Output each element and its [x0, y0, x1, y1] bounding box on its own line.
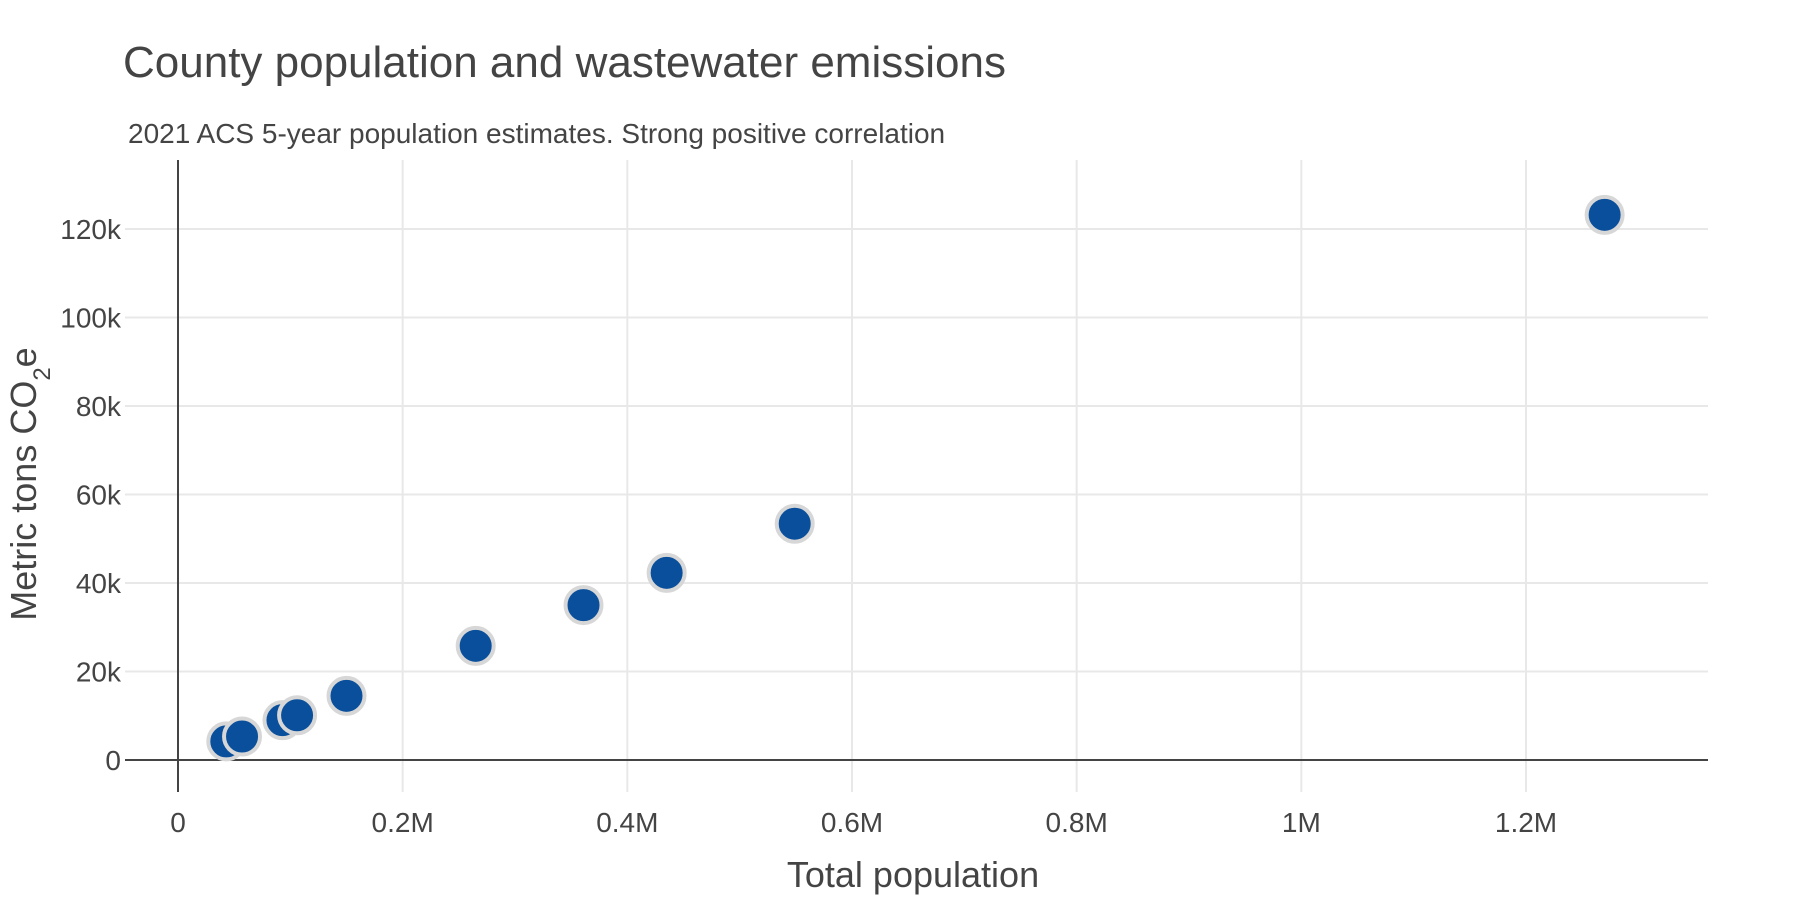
- y-axis-title: Metric tons CO2e: [3, 347, 56, 620]
- x-tick-label: 0.2M: [372, 807, 434, 838]
- y-tick-label: 60k: [76, 480, 122, 511]
- y-tick-label: 80k: [76, 391, 122, 422]
- y-axis-title-subscript: 2: [29, 367, 56, 380]
- x-tick-label: 1.2M: [1495, 807, 1557, 838]
- scatter-point: [774, 503, 815, 544]
- scatter-point: [222, 716, 263, 757]
- x-axis-title: Total population: [787, 854, 1039, 895]
- scatter-point: [326, 675, 367, 716]
- y-tick-label: 100k: [60, 303, 122, 334]
- tick-labels: 0 0.2M 0.4M 0.6M 0.8M 1M 1.2M 0 20k 40k 60k 80k 100k…: [60, 214, 1557, 838]
- y-axis-title-tail: e: [3, 347, 44, 367]
- scatter-point: [563, 585, 604, 626]
- gridlines: [125, 160, 1708, 792]
- y-tick-label: 20k: [76, 657, 122, 688]
- y-tick-label: 40k: [76, 568, 122, 599]
- x-tick-label: 0: [170, 807, 186, 838]
- y-tick-label: 120k: [60, 214, 122, 245]
- x-tick-label: 0.6M: [821, 807, 883, 838]
- scatter-point: [1584, 194, 1625, 235]
- y-axis-title-main: Metric tons CO: [3, 381, 44, 621]
- y-tick-label: 0: [105, 745, 121, 776]
- data-points: [206, 194, 1625, 762]
- axes: [125, 160, 1708, 792]
- scatter-point: [455, 625, 496, 666]
- scatter-point: [646, 552, 687, 593]
- chart-subtitle: 2021 ACS 5-year population estimates. St…: [128, 118, 945, 149]
- chart-title: County population and wastewater emissio…: [123, 38, 1006, 87]
- x-tick-label: 1M: [1282, 807, 1321, 838]
- scatter-point: [277, 695, 318, 736]
- x-tick-label: 0.4M: [596, 807, 658, 838]
- x-tick-label: 0.8M: [1046, 807, 1108, 838]
